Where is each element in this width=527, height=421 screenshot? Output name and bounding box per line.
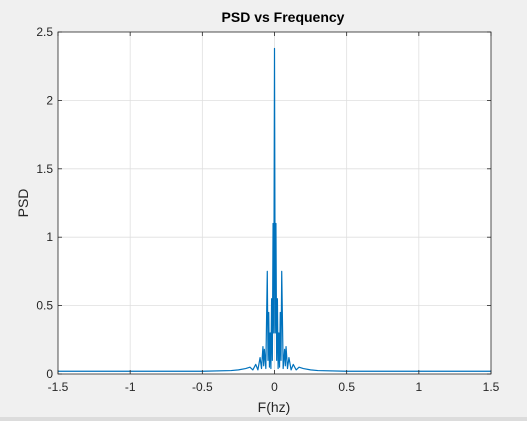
x-tick-label: -0.5: [192, 380, 213, 394]
x-tick-label: 1.5: [483, 380, 500, 394]
x-tick-label: -1: [125, 380, 136, 394]
y-tick-labels: 0 0.5 1 1.5 2 2.5: [36, 25, 53, 381]
y-tick-label: 1: [46, 230, 53, 244]
x-tick-label: 0: [271, 380, 278, 394]
x-tick-label: -1.5: [48, 380, 69, 394]
x-axis-label: F(hz): [258, 399, 291, 415]
y-tick-label: 1.5: [36, 162, 53, 176]
window-bottom-strip: [0, 417, 527, 421]
series-layer: [58, 47, 491, 372]
chart-title: PSD vs Frequency: [222, 9, 345, 25]
y-tick-label: 2: [46, 93, 53, 107]
psd-series-line: [58, 47, 491, 372]
y-tick-label: 2.5: [36, 25, 53, 39]
y-axis-label: PSD: [15, 189, 31, 218]
y-tick-label: 0.5: [36, 299, 53, 313]
x-tick-label: 1: [415, 380, 422, 394]
x-tick-labels: -1.5 -1 -0.5 0 0.5 1 1.5: [48, 380, 500, 394]
tick-marks: [57, 31, 492, 375]
x-tick-label: 0.5: [338, 380, 355, 394]
y-tick-label: 0: [46, 367, 53, 381]
